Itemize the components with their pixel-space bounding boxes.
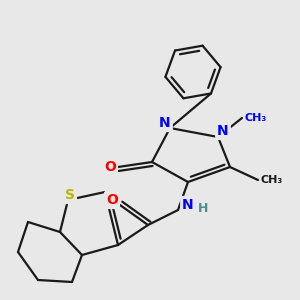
Text: N: N — [217, 124, 229, 138]
Text: CH₃: CH₃ — [261, 175, 283, 185]
Text: S: S — [65, 188, 75, 202]
Text: CH₃: CH₃ — [245, 113, 267, 123]
Text: N: N — [182, 198, 194, 212]
Text: O: O — [104, 160, 116, 174]
Text: N: N — [159, 116, 171, 130]
Text: H: H — [198, 202, 208, 214]
Text: O: O — [106, 193, 118, 207]
